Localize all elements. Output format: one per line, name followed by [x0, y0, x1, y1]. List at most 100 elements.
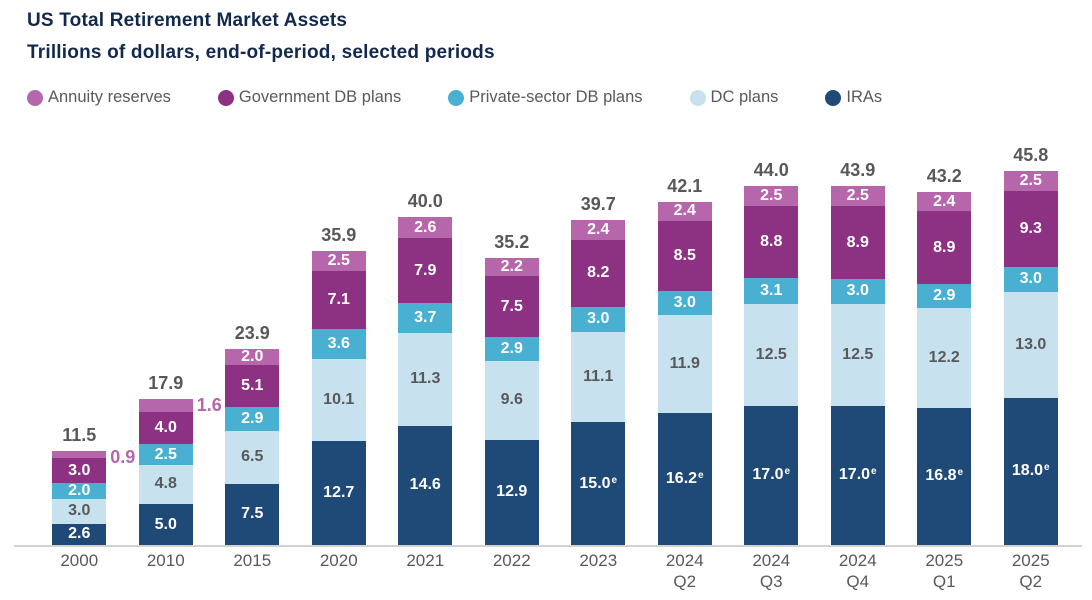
segment-annuity-reserves: 2.4: [657, 201, 712, 222]
stacked-bar-2024-q3: 17.0e 12.5 3.1 8.8 2.5: [744, 185, 799, 545]
segment-dc-plans: 6.5: [225, 430, 280, 484]
bar-group-2025-q1: 43.2 16.8e 12.2 2.9 8.9 2.4: [901, 166, 988, 545]
segment-iras: 5.0: [138, 504, 193, 545]
segment-value-label: 7.9: [414, 261, 437, 279]
segment-dc-plans: 12.5: [744, 303, 799, 406]
segment-value-label: 13.0: [1015, 335, 1047, 353]
segment-value-label: 18.0e: [1011, 462, 1050, 480]
bar-group-2010: 17.9 5.0 4.8 2.5 4.0 1.6: [123, 373, 222, 545]
segment-value-label: 12.5: [755, 345, 787, 363]
chart-title: US Total Retirement Market Assets: [27, 10, 348, 31]
segment-value-label: 3.0: [587, 310, 610, 328]
x-axis-label-2024-q4: 2024 Q4: [838, 551, 877, 592]
estimate-superscript: e: [1044, 462, 1050, 474]
x-axis-label-2020: 2020: [319, 551, 358, 570]
segment-annuity-reserves: 2.5: [830, 185, 885, 207]
segment-private-sector-db-plans: 2.5: [138, 444, 193, 465]
bar-group-2015: 23.9 7.5 6.5 2.9 5.1 2.0: [209, 323, 296, 545]
stacked-bar-2025-q1: 16.8e 12.2 2.9 8.9 2.4: [917, 191, 972, 545]
segment-value-label: 5.0: [154, 515, 177, 533]
segment-annuity-reserves: 2.4: [917, 191, 972, 212]
segment-value-label: 8.9: [846, 233, 869, 251]
segment-government-db-plans: 8.9: [917, 211, 972, 285]
segment-dc-plans: 11.9: [657, 315, 712, 413]
segment-value-label: 3.0: [846, 282, 869, 300]
segment-iras: 12.9: [484, 439, 539, 545]
segment-dc-plans: 4.8: [138, 464, 193, 505]
segment-value-label: 2.5: [154, 445, 177, 463]
bar-total-label: 39.7: [580, 194, 616, 215]
legend-item-government-db-plans: Government DB plans: [217, 88, 401, 107]
segment-private-sector-db-plans: 2.9: [225, 406, 280, 431]
segment-government-db-plans: 3.0: [52, 458, 107, 483]
segment-value-label: 16.2e: [665, 469, 704, 487]
segment-value-label: 9.3: [1019, 219, 1042, 237]
bar-group-2024-q3: 44.0 17.0e 12.5 3.1 8.8 2.5: [728, 160, 815, 545]
legend-item-label: IRAs: [846, 88, 883, 106]
estimate-superscript: e: [611, 474, 618, 486]
segment-annuity-reserves: [138, 398, 193, 412]
segment-value-label: 2.5: [1019, 171, 1042, 189]
segment-value-label: 4.8: [154, 475, 177, 493]
segment-government-db-plans: 7.5: [484, 276, 539, 338]
segment-annuity-reserves: 2.0: [225, 348, 280, 366]
segment-value-label: 2.9: [241, 409, 264, 427]
segment-value-label: 3.0: [673, 293, 696, 311]
segment-iras: 15.0e: [571, 422, 626, 545]
segment-value-label: 11.1: [583, 367, 614, 385]
legend-item-dc-plans: DC plans: [689, 88, 779, 107]
stacked-bar-2023: 15.0e 11.1 3.0 8.2 2.4: [571, 220, 626, 545]
segment-dc-plans: 10.1: [311, 358, 366, 442]
segment-private-sector-db-plans: 2.0: [52, 483, 107, 500]
stacked-bar-2000: 2.6 3.0 2.0 3.0 0.9: [52, 448, 135, 545]
bar-total-label: 35.2: [494, 232, 530, 253]
segment-value-label: 12.9: [496, 483, 528, 501]
segment-value-label: 14.6: [409, 476, 441, 494]
segment-value-label: 6.5: [241, 448, 264, 466]
segment-private-sector-db-plans: 3.7: [398, 302, 453, 334]
segment-government-db-plans: 7.9: [398, 238, 453, 303]
segment-value-label: 8.9: [933, 238, 956, 256]
segment-value-label: 10.1: [323, 390, 355, 408]
x-axis-line: [14, 545, 1082, 547]
segment-value-label: 3.1: [760, 281, 783, 299]
legend-item-label: DC plans: [710, 88, 779, 106]
legend-swatch-icon: [825, 89, 842, 106]
legend-swatch-icon: [689, 89, 706, 106]
bar-group-2024-q4: 43.9 17.0e 12.5 3.0 8.9 2.5: [815, 160, 902, 545]
segment-annuity-reserves: 2.6: [398, 217, 453, 239]
x-axis-label-2024-q3: 2024 Q3: [752, 551, 791, 592]
segment-dc-plans: 11.3: [398, 333, 453, 426]
segment-annuity-reserves: 2.5: [744, 185, 799, 207]
bar-group-2000: 11.5 2.6 3.0 2.0 3.0 0.9: [36, 424, 135, 545]
segment-value-label: 2.9: [933, 286, 956, 304]
x-axis-label-2024-q2: 2024 Q2: [665, 551, 704, 592]
chart-subtitle: Trillions of dollars, end-of-period, sel…: [27, 42, 495, 63]
segment-dc-plans: 12.2: [917, 307, 972, 408]
bar-total-label: 11.5: [62, 424, 97, 445]
segment-value-label: 2.9: [500, 340, 523, 358]
bar-total-label: 23.9: [234, 322, 270, 343]
bar-total-label: 45.8: [1013, 144, 1049, 165]
segment-government-db-plans: 9.3: [1003, 190, 1058, 268]
legend: Annuity reserves Government DB plans Priva…: [27, 88, 1082, 107]
segment-value-label: 2.6: [414, 218, 437, 236]
segment-value-label: 2.6: [68, 525, 91, 543]
segment-value-label: 12.2: [928, 348, 960, 366]
stacked-bar-2020: 12.7 10.1 3.6 7.1 2.5: [311, 250, 366, 545]
segment-government-db-plans: 8.2: [571, 239, 626, 308]
x-axis-label-2021: 2021: [406, 551, 445, 570]
segment-value-label: 2.5: [760, 187, 783, 205]
stacked-bar-chart: 11.5 2.6 3.0 2.0 3.0 0.9 17.9 5.0 4.8 2.5 4.0 1.6 23…: [0, 120, 1092, 600]
segment-value-label: 2.4: [673, 202, 696, 220]
stacked-bar-2015: 7.5 6.5 2.9 5.1 2.0: [225, 348, 280, 545]
segment-value-label: 17.0e: [752, 466, 791, 484]
segment-value-label: 3.6: [327, 334, 350, 352]
segment-iras: 16.8e: [917, 407, 972, 545]
legend-item-private-sector-db-plans: Private-sector DB plans: [448, 88, 643, 107]
estimate-superscript: e: [957, 467, 964, 479]
segment-value-label: 8.5: [673, 246, 696, 264]
segment-annuity-reserves: 2.2: [484, 258, 539, 277]
segment-dc-plans: 11.1: [571, 331, 626, 423]
segment-value-label: 17.0e: [838, 466, 877, 484]
